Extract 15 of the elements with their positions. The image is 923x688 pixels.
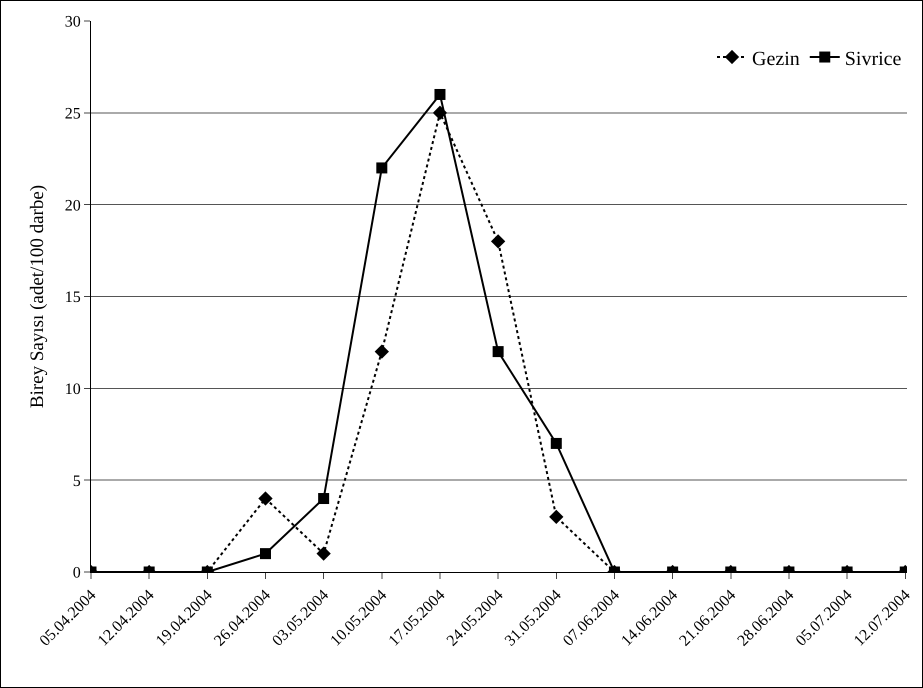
point bbox=[434, 88, 446, 100]
y-tick-label: 5 bbox=[72, 472, 81, 490]
y-tick-label: 30 bbox=[64, 14, 81, 31]
legend-label: Sivrice bbox=[844, 48, 902, 70]
y-tick-label: 0 bbox=[72, 564, 81, 582]
legend-label: Gezin bbox=[752, 48, 800, 70]
y-tick-label: 20 bbox=[64, 197, 81, 214]
y-axis-title: Birey Sayısı (adet/100 darbe) bbox=[27, 184, 48, 408]
y-tick-label: 25 bbox=[64, 105, 81, 122]
point bbox=[492, 346, 504, 358]
y-tick-label: 15 bbox=[64, 289, 81, 306]
y-tick-label: 10 bbox=[64, 380, 81, 398]
point bbox=[374, 344, 389, 359]
point bbox=[490, 234, 506, 249]
point bbox=[376, 162, 388, 174]
